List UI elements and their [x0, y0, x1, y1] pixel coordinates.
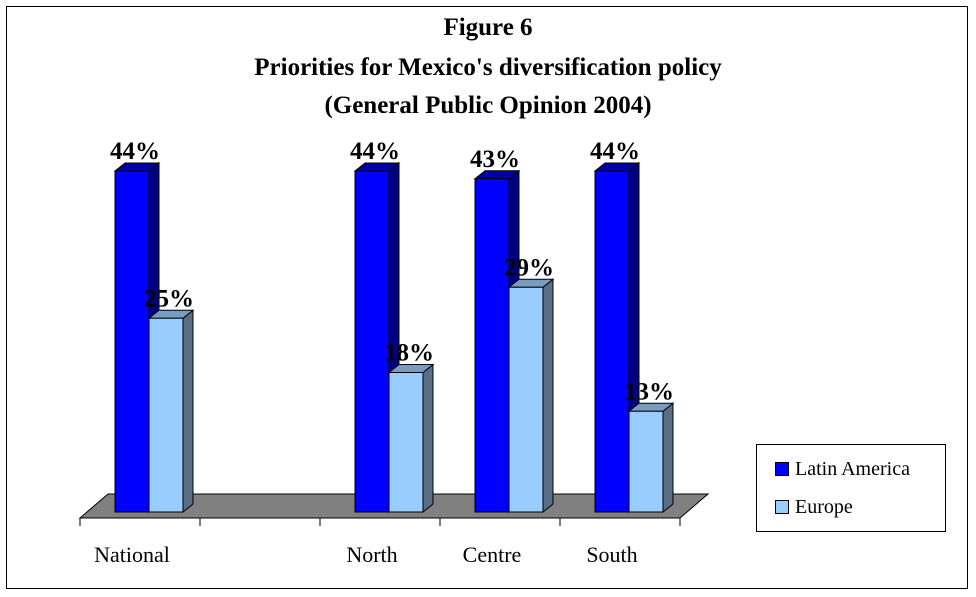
x-tick-label: Centre: [463, 542, 522, 567]
bar-latin-america: [354, 170, 390, 513]
bar-europe: [148, 317, 184, 513]
legend-swatch-latin-america: [775, 462, 789, 476]
bar-latin-america: [114, 170, 150, 513]
bar-latin-america: [474, 178, 510, 513]
category-axis: National North Centre South: [79, 517, 681, 567]
x-tick-label: National: [94, 542, 170, 567]
x-tick-label: South: [586, 542, 637, 567]
bar-europe: [508, 286, 544, 513]
bar-europe-side: [542, 278, 554, 514]
data-label-latin-america: 44%: [590, 138, 640, 165]
bar-europe: [628, 410, 664, 513]
bar-europe-side: [422, 363, 434, 514]
data-label-europe: 18%: [384, 340, 434, 367]
data-label-europe: 25%: [144, 285, 194, 312]
legend-item-europe: Europe: [775, 496, 853, 518]
legend-swatch-europe: [775, 500, 789, 514]
data-label-latin-america: 44%: [350, 138, 400, 165]
data-label-europe: 13%: [624, 378, 674, 405]
bars: [113, 161, 675, 514]
chart-title-line-2: Priorities for Mexico's diversification …: [254, 54, 722, 81]
x-tick-label: North: [346, 542, 397, 567]
bar-europe: [388, 372, 424, 513]
legend-label: Latin America: [795, 457, 910, 480]
chart-title-line-3: (General Public Opinion 2004): [324, 92, 652, 119]
data-label-latin-america: 44%: [110, 138, 160, 165]
data-label-latin-america: 43%: [470, 146, 520, 173]
legend-label: Europe: [795, 495, 853, 518]
bar-europe-side: [662, 402, 674, 514]
data-labels: 44% 25% 44% 18% 43% 29% 44% 13%: [110, 138, 674, 405]
data-label-europe: 29%: [504, 254, 554, 281]
bar-latin-america: [594, 170, 630, 513]
chart-title-line-1: Figure 6: [443, 14, 533, 41]
legend-item-latin-america: Latin America: [775, 458, 910, 480]
bar-europe-side: [182, 309, 194, 514]
legend: Latin America Europe: [756, 444, 946, 532]
